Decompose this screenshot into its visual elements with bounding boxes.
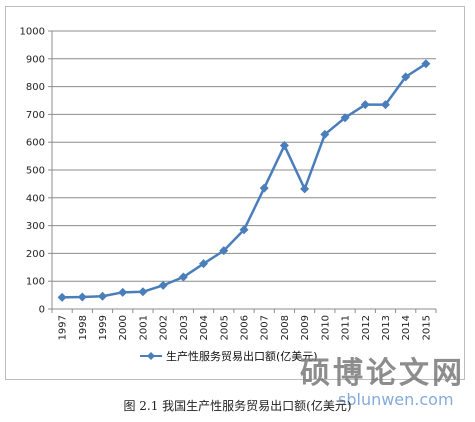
y-tick-label: 300 (26, 221, 45, 232)
figure-caption: 图 2.1 我国生产性服务贸易出口额(亿美元) (123, 399, 352, 413)
x-tick-label: 2013 (381, 315, 392, 340)
watermark-url: sblunwen.com (338, 390, 454, 409)
x-tick-label: 2002 (159, 315, 170, 340)
x-tick-label: 2015 (421, 315, 432, 340)
chart-frame (5, 6, 465, 380)
data-point (259, 183, 269, 193)
x-tick-label: 2005 (219, 315, 230, 340)
series-line (62, 62, 427, 299)
x-tick-label: 2004 (199, 315, 210, 340)
data-point (57, 292, 67, 302)
y-tick-label: 200 (26, 249, 45, 260)
watermark: 硕博论文网 sblunwen.com (300, 348, 470, 412)
y-tick-label: 700 (26, 110, 45, 121)
x-tick-label: 1999 (98, 315, 109, 340)
legend-marker (147, 352, 155, 360)
data-point (320, 129, 330, 139)
data-point (178, 272, 188, 282)
data-point (219, 246, 229, 256)
data-point (421, 59, 431, 69)
data-point (401, 72, 411, 82)
x-tick-label: 2012 (361, 315, 372, 340)
data-point (340, 113, 350, 123)
data-point (239, 225, 249, 235)
y-tick-label: 1000 (20, 27, 45, 38)
y-tick-label: 800 (26, 82, 45, 93)
x-tick-label: 2008 (280, 315, 291, 340)
x-tick-label: 2010 (320, 315, 331, 340)
y-tick-label: 900 (26, 54, 45, 65)
data-point (380, 100, 390, 110)
y-tick-label: 600 (26, 138, 45, 149)
data-point (199, 259, 209, 269)
data-point (158, 280, 168, 290)
data-point (300, 184, 310, 194)
x-tick-label: 1997 (58, 315, 69, 340)
series-layer (57, 59, 431, 302)
x-tick-label: 2011 (341, 315, 352, 340)
legend-label: 生产性服务贸易出口额(亿美元) (166, 349, 318, 363)
x-tick-label: 2009 (300, 315, 311, 340)
y-tick-label: 100 (26, 277, 45, 288)
x-tick-label: 2003 (179, 315, 190, 340)
data-point (360, 100, 370, 110)
x-tick-label: 2000 (118, 315, 129, 340)
data-point (118, 287, 128, 297)
y-tick-label: 400 (26, 193, 45, 204)
grid-layer (52, 30, 436, 310)
data-point (77, 292, 87, 302)
x-tick-label: 2007 (260, 315, 271, 340)
x-tick-label: 2006 (240, 315, 251, 340)
data-point (98, 291, 108, 301)
x-tick-label: 2014 (401, 315, 412, 340)
y-tick-label: 500 (26, 166, 45, 177)
axis-layer: 0 100 200 300 400 500 600 700 800 900 1000 1997 1998… (20, 27, 437, 340)
y-tick-label: 0 (39, 305, 45, 316)
x-tick-label: 2001 (138, 315, 149, 340)
data-point (138, 287, 148, 297)
legend: 生产性服务贸易出口额(亿美元) (140, 349, 318, 363)
data-point (279, 141, 289, 151)
watermark-text: 硕博论文网 (300, 356, 465, 391)
x-tick-label: 1998 (78, 315, 89, 340)
